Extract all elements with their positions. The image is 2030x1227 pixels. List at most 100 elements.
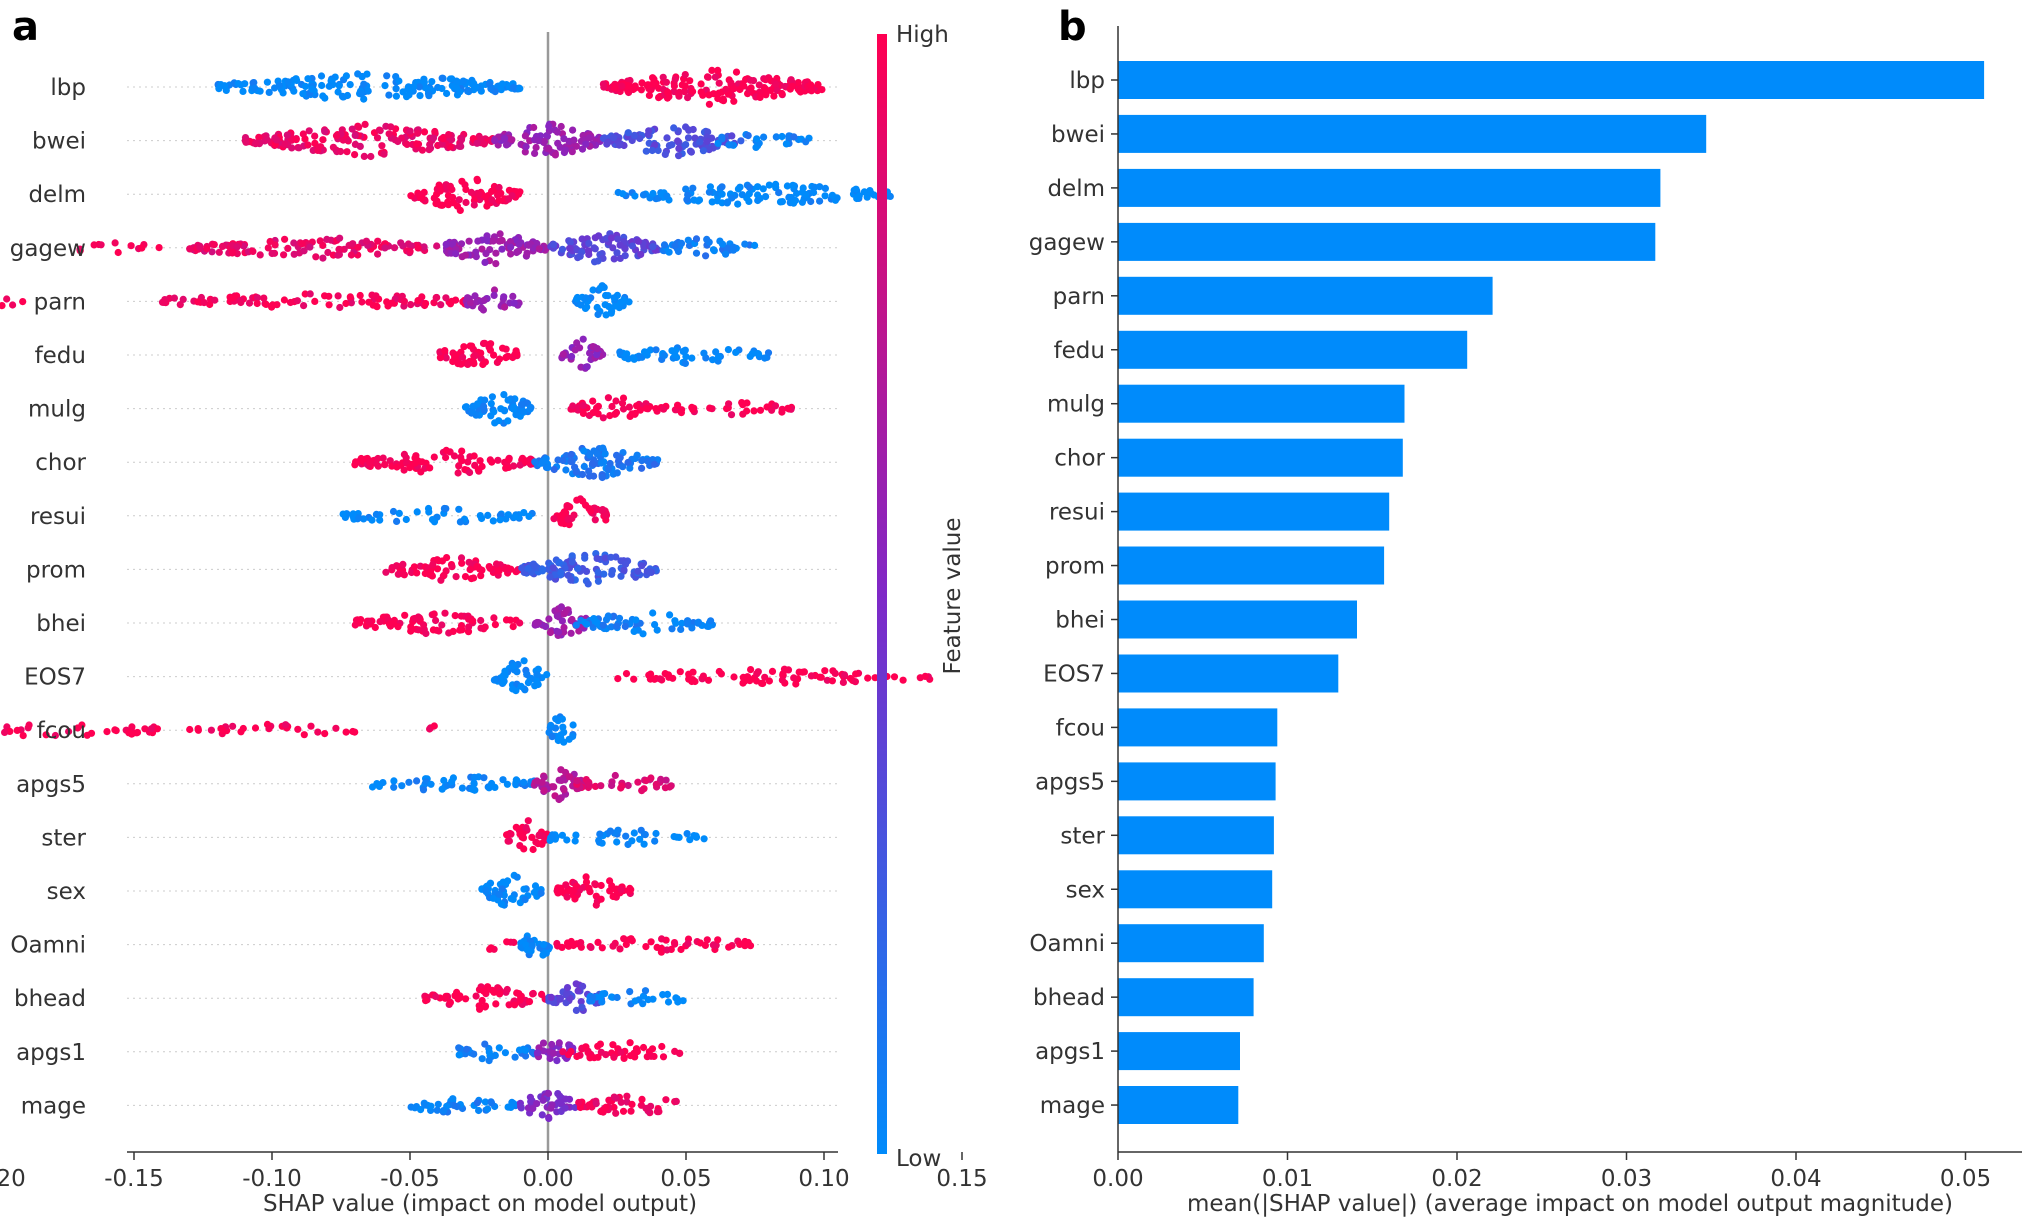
shap-dot: [770, 92, 778, 100]
shap-dot: [572, 882, 580, 890]
shap-dot: [778, 198, 787, 206]
shap-dot: [503, 985, 511, 994]
shap-dot: [601, 450, 609, 458]
shap-dot: [681, 71, 689, 79]
shap-dot: [608, 567, 617, 575]
shap-dot: [256, 251, 264, 259]
shap-dot: [642, 777, 650, 785]
shap-dot: [455, 196, 463, 204]
shap-dot: [411, 1104, 419, 1112]
shap-dot: [590, 244, 598, 252]
shap-dot: [537, 889, 545, 897]
shap-dot: [680, 88, 689, 96]
shap-dot: [385, 130, 393, 138]
shap-dot: [692, 235, 701, 243]
shap-dot: [578, 470, 587, 479]
shap-dot: [380, 150, 388, 158]
shap-dot: [595, 836, 603, 845]
shap-dot: [520, 885, 528, 893]
shap-dot: [457, 136, 466, 144]
shap-dot: [414, 129, 422, 137]
shap-dot: [438, 621, 446, 629]
shap-dot: [558, 831, 567, 839]
shap-dot: [516, 85, 524, 93]
shap-dot: [816, 197, 824, 205]
shap-dot: [501, 672, 509, 680]
shap-dot: [610, 1053, 618, 1061]
shap-dot: [474, 466, 482, 474]
shap-dot: [573, 295, 581, 303]
shap-dot: [599, 444, 607, 452]
shap-dot: [626, 82, 634, 90]
shap-dot: [686, 77, 694, 85]
shap-dot: [778, 132, 786, 141]
shap-dot: [383, 72, 391, 80]
shap-dot: [772, 133, 780, 141]
shap-dot: [428, 78, 436, 86]
shap-dot: [747, 84, 755, 92]
shap-dot: [76, 245, 84, 253]
shap-dot: [406, 247, 414, 255]
shap-dot: [513, 777, 521, 785]
shap-dot: [840, 671, 849, 679]
shap-dot: [523, 249, 531, 257]
shap-dot: [473, 1099, 481, 1107]
shap-dot: [715, 667, 723, 676]
shap-dot: [501, 1049, 509, 1057]
shap-dot: [432, 294, 440, 302]
shap-dot: [548, 733, 556, 741]
shap-dot: [789, 181, 797, 189]
x-tick-label: 0.10: [798, 1166, 849, 1192]
feature-label-bhead: bhead: [14, 986, 86, 1012]
shap-dot: [593, 345, 601, 353]
shap-dot: [645, 91, 654, 99]
shap-dot: [718, 199, 726, 207]
shap-dot: [441, 609, 449, 617]
shap-dot: [438, 201, 446, 209]
shap-dot: [529, 1104, 537, 1113]
shap-dot: [263, 136, 271, 144]
shap-dot: [559, 456, 567, 465]
shap-dot: [580, 462, 588, 471]
shap-dot: [616, 348, 624, 356]
shap-dot: [566, 238, 574, 246]
shap-dot: [678, 619, 686, 627]
shap-dot: [74, 724, 82, 732]
shap-dot: [458, 784, 466, 792]
shap-dot: [280, 296, 288, 304]
shap-dot: [411, 614, 419, 623]
feature-label-parn: parn: [34, 289, 86, 315]
shap-dot: [249, 247, 257, 255]
shap-dot: [411, 454, 419, 462]
shap-dot: [515, 1046, 524, 1054]
shap-dot: [482, 250, 490, 258]
shap-dot: [600, 570, 608, 578]
shap-dot: [469, 358, 477, 366]
shap-dot: [448, 297, 456, 305]
shap-dot: [583, 363, 591, 371]
shap-dot: [744, 132, 752, 140]
shap-dot: [221, 82, 229, 90]
shap-dot: [502, 515, 510, 523]
shap-dot: [488, 458, 496, 466]
shap-dot: [463, 1045, 471, 1053]
shap-dot: [589, 459, 597, 468]
shap-dot: [555, 1039, 563, 1047]
shap-dot: [490, 614, 498, 622]
shap-dot: [697, 80, 705, 88]
shap-dot: [392, 92, 400, 100]
shap-dot: [666, 611, 674, 619]
shap-dot: [517, 401, 526, 409]
shap-dot: [520, 657, 528, 665]
shap-dot: [521, 148, 529, 156]
shap-dot: [125, 729, 133, 737]
shap-dot: [715, 89, 723, 97]
shap-dot: [492, 560, 501, 568]
shap-dot: [557, 603, 566, 611]
shap-dot: [732, 68, 741, 76]
shap-dot: [707, 617, 715, 625]
shap-dot: [591, 782, 600, 791]
shap-dot: [263, 78, 271, 86]
shap-dot: [560, 610, 568, 618]
shap-dot: [608, 993, 616, 1001]
